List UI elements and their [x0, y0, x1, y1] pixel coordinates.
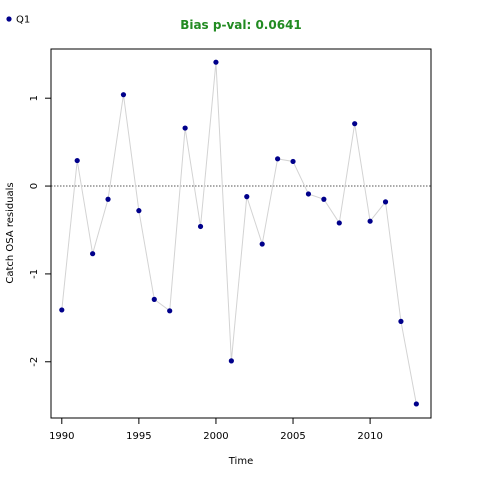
chart-title: Bias p-val: 0.0641 — [180, 18, 302, 32]
x-tick-label: 2010 — [357, 431, 382, 442]
x-axis: 1990 1995 2000 2005 2010 — [49, 418, 383, 442]
data-point — [382, 199, 389, 205]
data-point — [336, 220, 342, 226]
y-tick-label: -1 — [29, 269, 40, 279]
y-axis-title: Catch OSA residuals — [5, 182, 16, 283]
data-point — [259, 241, 265, 247]
data-point — [182, 125, 188, 131]
data-point — [244, 194, 250, 200]
data-point — [167, 308, 173, 314]
data-point — [352, 121, 358, 127]
data-point — [321, 196, 327, 202]
data-point — [105, 196, 111, 202]
legend-marker — [6, 16, 12, 22]
y-tick-label: 1 — [29, 95, 40, 101]
y-tick-label: 0 — [29, 183, 40, 189]
data-point — [74, 157, 80, 164]
data-point — [59, 307, 65, 313]
data-point — [120, 92, 127, 98]
data-point — [90, 251, 96, 257]
data-point — [413, 401, 419, 407]
x-tick-label: 1995 — [126, 431, 151, 442]
legend: Q1 — [6, 15, 30, 26]
x-tick-label: 1990 — [49, 431, 74, 442]
series-lines — [61, 62, 417, 405]
data-point — [290, 158, 296, 165]
x-tick-label: 2005 — [280, 431, 305, 442]
data-point — [275, 156, 281, 162]
x-axis-title: Time — [228, 456, 253, 467]
y-axis: -2 -1 0 1 — [29, 95, 51, 367]
legend-label: Q1 — [16, 15, 30, 26]
data-point — [213, 59, 219, 65]
data-points — [59, 59, 419, 407]
series-line — [61, 62, 417, 405]
data-point — [398, 318, 404, 324]
data-point — [151, 296, 157, 302]
y-tick-label: -2 — [29, 357, 40, 367]
data-point — [197, 223, 204, 230]
data-point — [367, 218, 373, 224]
x-tick-label: 2000 — [203, 431, 228, 442]
plot-frame — [50, 48, 432, 419]
data-point — [305, 191, 312, 197]
data-point — [136, 208, 142, 214]
data-point — [228, 358, 234, 364]
